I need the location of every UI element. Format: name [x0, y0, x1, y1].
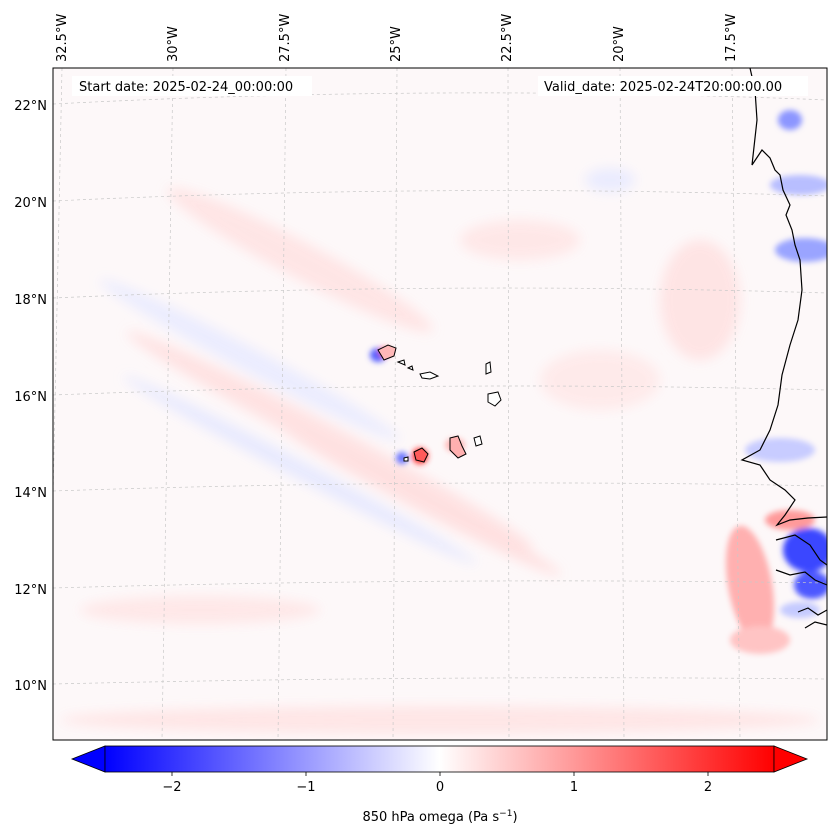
colorbar-tick: −1 — [296, 780, 315, 795]
africa-coastline — [740, 68, 827, 527]
colorbar-tick: 2 — [704, 780, 712, 795]
colorbar-tick: −2 — [162, 780, 181, 795]
colorbar-label-text: 850 hPa omega (Pa s — [362, 810, 499, 825]
coastlines — [377, 68, 827, 629]
gridlines — [53, 68, 827, 740]
lat-label: 16°N — [14, 390, 47, 405]
start-date-box — [72, 76, 312, 96]
latitude-labels: 22°N 20°N 18°N 16°N 14°N 12°N 10°N — [14, 99, 47, 694]
fogo-island — [413, 447, 429, 463]
lat-label: 18°N — [14, 293, 47, 308]
map-frame — [52, 67, 828, 741]
lon-label: 27.5°W — [278, 14, 293, 62]
lat-label: 14°N — [14, 486, 47, 501]
lat-label: 22°N — [14, 99, 47, 114]
lon-label: 25°W — [389, 26, 404, 62]
omega-field — [60, 110, 827, 734]
colorbar-tick: 1 — [570, 780, 578, 795]
colorbar-label: 850 hPa omega (Pa s−1) — [362, 809, 517, 825]
lon-label: 22.5°W — [500, 14, 515, 62]
lon-label: 20°W — [612, 26, 627, 62]
lon-label: 17.5°W — [724, 14, 739, 62]
start-date-label: Start date: 2025-02-24_00:00:00 — [79, 80, 293, 95]
colorbar-label-end: ) — [512, 810, 517, 825]
colorbar-max-extend — [773, 745, 809, 773]
lon-label: 32.5°W — [55, 14, 70, 62]
santiago-island — [449, 435, 467, 459]
valid-date-label: Valid_date: 2025-02-24T20:00:00.00 — [544, 80, 782, 95]
lat-label: 10°N — [14, 679, 47, 694]
valid-date-box — [538, 76, 808, 96]
lat-label: 20°N — [14, 196, 47, 211]
colorbar-gradient — [104, 745, 775, 773]
colorbar-min-extend — [70, 745, 106, 773]
longitude-labels: 32.5°W 30°W 27.5°W 25°W 22.5°W 20°W 17.5… — [55, 14, 739, 62]
colorbar-tick: 0 — [436, 780, 444, 795]
lon-label: 30°W — [166, 26, 181, 62]
colorbar-label-exponent: −1 — [499, 809, 512, 819]
santo-antao-island — [377, 344, 397, 361]
colorbar: −2 −1 0 1 2 850 hPa omega (Pa s−1) — [70, 745, 809, 825]
lat-label: 12°N — [14, 583, 47, 598]
